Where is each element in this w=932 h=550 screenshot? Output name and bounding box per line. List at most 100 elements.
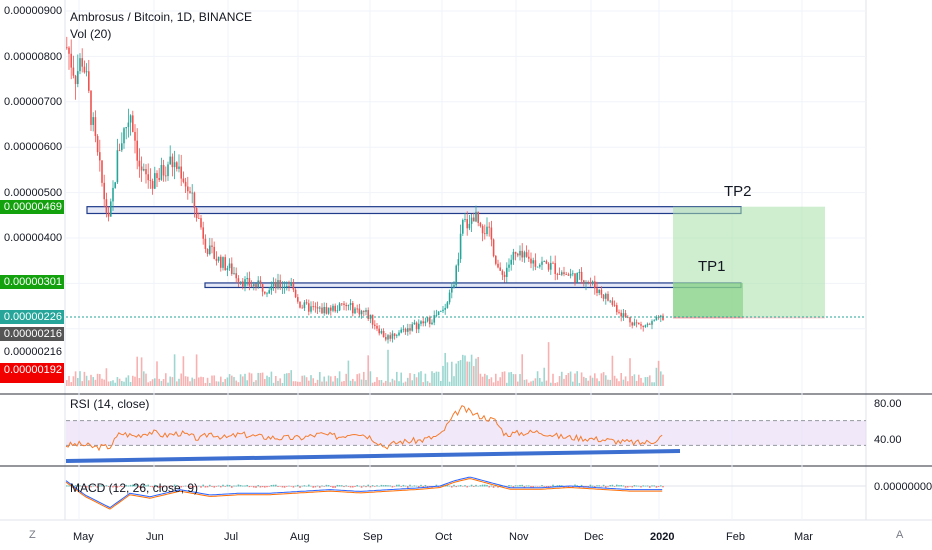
volume-bar [308,380,310,386]
candle-body [611,300,614,305]
candle-body [121,143,123,151]
volume-bar [224,379,226,386]
volume-bar [360,379,363,386]
candle-body [550,262,552,270]
macd-histogram-bar [261,486,264,488]
candle-body [407,328,409,332]
candle-body [497,263,499,268]
macd-histogram-bar [360,486,363,488]
candle-body [211,245,213,247]
tp1-label[interactable]: TP1 [698,258,726,275]
volume-bar [323,376,325,386]
candle-body [173,162,176,168]
macd-histogram-bar [165,485,167,487]
volume-bar [605,375,607,386]
macd-label[interactable]: MACD (12, 26, close, 9) [70,481,199,495]
candle-body [283,286,286,288]
auto-scale-button[interactable]: A [896,529,904,541]
volume-bar [506,382,508,386]
volume-bar [462,354,464,386]
tp2-label[interactable]: TP2 [724,183,752,200]
macd-histogram-bar [325,484,328,487]
macd-histogram-bar [457,485,460,487]
rsi-line [65,405,663,452]
price-tag-tp2: 0.00000469 [0,200,64,214]
candle-body [83,66,86,73]
volume-bar [554,382,556,386]
resistance-zones[interactable] [86,206,742,289]
candle-body [277,280,279,289]
macd-histogram-bar [154,484,156,487]
macd-pane[interactable] [65,476,866,510]
price-tick: 0.00000800 [4,51,63,63]
macd-histogram-bar [607,486,609,487]
macd-histogram-bar [602,484,605,487]
volume-bar [349,380,352,386]
candle-body [534,260,537,267]
volume-bar [547,342,550,386]
volume-bars [66,342,664,386]
candle-body [301,307,303,309]
candle-body [609,300,611,302]
time-label: May [73,531,94,543]
symbol-title[interactable]: Ambrosus / Bitcoin, 1D, BINANCE [70,10,253,24]
volume-bar [455,363,457,386]
macd-histogram-bar [341,485,343,487]
volume-label[interactable]: Vol (20) [70,27,112,41]
candle-body [286,286,288,287]
volume-bar [479,373,482,386]
candle-body [356,308,358,310]
candle-body [561,272,563,275]
macd-histogram-bar [239,485,242,487]
candle-body [635,322,638,324]
volume-bar [602,372,605,386]
rsi-label[interactable]: RSI (14, close) [70,397,150,411]
volume-bar [633,374,636,386]
candle-body [565,274,567,275]
candle-body [180,166,182,179]
volume-bar [468,361,471,386]
candle-body [512,251,515,260]
volume-bar [591,377,594,386]
volume-bar [649,375,651,386]
rsi-pane[interactable] [65,405,866,463]
volume-bar [420,371,422,386]
macd-histogram-bar [246,484,248,487]
volume-bar [543,367,545,386]
candle-body [305,302,308,304]
candle-body [464,219,466,220]
macd-histogram-bar [110,485,112,487]
macd-histogram-bar [481,484,484,487]
time-label: Sep [363,531,383,543]
candle-body [598,289,600,294]
volume-bar [107,381,110,386]
time-label: Dec [584,531,604,543]
volume-bar [580,372,583,386]
volume-bar [215,381,218,386]
candlestick-series[interactable] [66,36,664,344]
macd-histogram-bar [380,484,383,487]
candle-body [391,333,394,339]
macd-histogram-bar [147,484,149,487]
long-position-tool[interactable] [673,206,825,319]
candle-body [393,333,396,337]
macd-histogram-bar [477,485,479,487]
macd-histogram-bar [215,486,218,487]
macd-histogram-bar [545,486,548,488]
macd-histogram-bar [253,486,255,488]
zoom-button[interactable]: Z [29,529,36,541]
candle-body [633,322,636,326]
volume-bar [613,375,616,386]
macd-histogram-bar [129,484,132,487]
volume-bar [246,380,248,386]
volume-bar [118,378,121,386]
macd-histogram-bar [349,486,352,488]
macd-histogram-bar [193,486,196,488]
candle-body [653,320,655,322]
volume-bar [646,376,649,386]
macd-histogram-bar [209,484,211,487]
candle-body [655,316,658,321]
candle-body [338,303,341,311]
macd-histogram-bar [466,486,468,488]
